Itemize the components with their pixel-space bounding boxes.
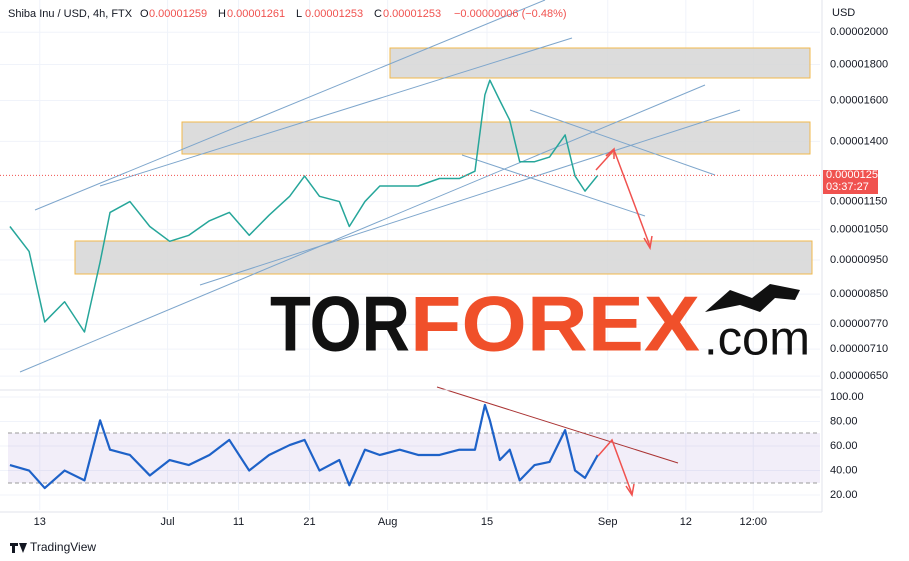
y-tick-label: 0.00000770 [830, 318, 888, 330]
logo-forex: FOREX [410, 280, 700, 368]
forecast-arrows [436, 147, 679, 497]
ohlc-key: O [140, 8, 149, 20]
x-tick-label: Jul [161, 516, 175, 528]
price-line [9, 79, 599, 333]
trendline [19, 84, 706, 373]
rsi-trendline [436, 386, 679, 464]
ohlc-value: 0.00001253 [383, 8, 441, 20]
x-tick-label: Aug [378, 516, 398, 528]
footer: TradingView [30, 540, 96, 554]
grid [0, 0, 820, 510]
trendline [461, 154, 646, 217]
currency: USD [832, 7, 855, 19]
y-tick-label: 0.00001050 [830, 223, 888, 235]
y-tick-label: 0.00000950 [830, 254, 888, 266]
zone [181, 121, 811, 155]
y-tick-label: 40.00 [830, 464, 858, 476]
ohlc-key: C [374, 8, 382, 20]
y-tick-label: 60.00 [830, 440, 858, 452]
logo-tor: TOR [270, 280, 410, 368]
series [0, 79, 820, 490]
x-tick-label: 21 [303, 516, 315, 528]
trendline [199, 109, 741, 286]
y-tick-label: 0.00000850 [830, 288, 888, 300]
y-tick-label: 0.00001800 [830, 58, 888, 70]
y-tick-label: 100.00 [830, 391, 864, 403]
x-tick-label: 15 [481, 516, 493, 528]
y-tick-label: 0.00000650 [830, 370, 888, 382]
arrow-head [625, 483, 635, 497]
zone [74, 240, 813, 275]
x-tick-label: Sep [598, 516, 618, 528]
price-line [9, 403, 599, 490]
arrow-head [605, 147, 615, 159]
last-price-label: 0.00001253 [826, 169, 884, 181]
ohlc-key: L [296, 8, 302, 20]
price-tag [823, 170, 878, 194]
trendline [529, 109, 716, 176]
y-tick-label: 0.00001600 [830, 94, 888, 106]
y-tick-label: 0.00001400 [830, 135, 888, 147]
zones [74, 47, 813, 275]
ohlc-value: 0.00001261 [227, 8, 285, 20]
rsi-band [8, 433, 820, 483]
y-tick-label: 80.00 [830, 415, 858, 427]
logo-bull [705, 284, 800, 312]
x-tick-label: 12 [680, 516, 692, 528]
y-tick-label: 0.00001150 [830, 195, 887, 207]
trendlines [19, 0, 741, 373]
y-tick-label: 20.00 [830, 489, 858, 501]
arrow [597, 438, 633, 495]
ohlc: O 0.00001259 H 0.00001261 L 0.00001253 C 0.0000… [140, 8, 441, 20]
ohlc-value: 0.00001253 [305, 8, 363, 20]
trendline [99, 37, 573, 187]
watermark: TOR FOREX .com [270, 280, 810, 368]
symbol: Shiba Inu / USD, 4h, FTX [8, 8, 133, 20]
tv-logo [10, 543, 27, 553]
arrow-head [643, 235, 653, 251]
x-tick-label: 12:00 [739, 516, 767, 528]
logo-com: .com [704, 313, 810, 366]
y-tick-label: 0.00002000 [830, 26, 888, 38]
countdown: 03:37:27 [826, 181, 869, 193]
y-tick-label: 0.00000710 [830, 343, 888, 355]
change: −0.00000006 (−0.48%) [454, 8, 567, 20]
ohlc-key: H [218, 8, 226, 20]
x-tick-label: 13 [34, 516, 46, 528]
x-tick-label: 11 [233, 516, 244, 528]
ohlc-value: 0.00001259 [149, 8, 207, 20]
zone [389, 47, 811, 79]
